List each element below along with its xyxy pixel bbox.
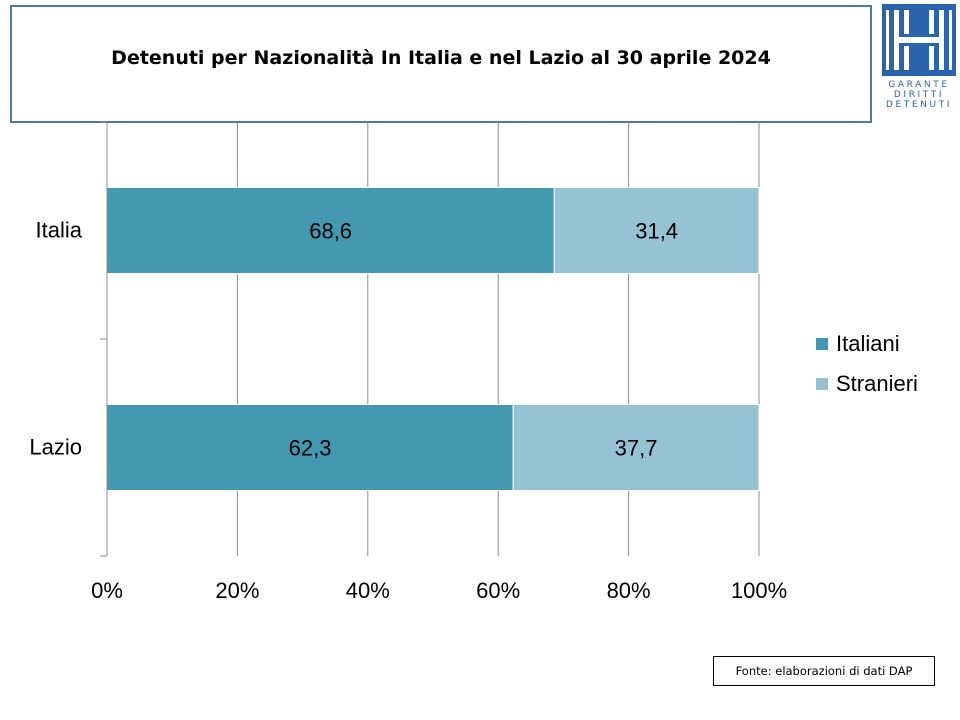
y-category-label: Italia [36, 218, 83, 243]
legend-label-stranieri: Stranieri [836, 371, 918, 396]
bar-stranieri-lazio [512, 404, 760, 491]
stacked-bar-chart: 0% 20% 40% 60% 80% 100% 68,6 31,4 Italia 62,3 37,7… [29, 121, 787, 603]
legend-item-italiani: Italiani [816, 324, 918, 364]
x-tick-label: 0% [91, 578, 123, 603]
logo-line-1: GARANTE [888, 80, 950, 90]
chart-title: Detenuti per Nazionalità In Italia e nel… [111, 47, 771, 69]
logo-line-2: DIRITTI [893, 90, 945, 100]
x-tick-label: 80% [607, 578, 651, 603]
data-label: 37,7 [615, 436, 658, 461]
x-tick-label: 20% [215, 578, 259, 603]
title-box: Detenuti per Nazionalità In Italia e nel… [10, 5, 872, 123]
legend-item-stranieri: Stranieri [816, 364, 918, 404]
legend-swatch-italiani [816, 338, 828, 350]
garante-logo-icon [882, 4, 956, 76]
chart-legend: Italiani Stranieri [816, 324, 918, 404]
data-label: 62,3 [289, 436, 332, 461]
data-label: 31,4 [635, 219, 678, 244]
logo-line-3: DETENUTI [885, 100, 953, 110]
x-tick-label: 40% [346, 578, 390, 603]
bar-italiani-italia [106, 187, 555, 274]
x-tick-label: 100% [731, 578, 787, 603]
data-label: 68,6 [309, 219, 352, 244]
legend-swatch-stranieri [816, 378, 828, 390]
bar-stranieri-italia [553, 187, 760, 274]
garante-logo: GARANTE DIRITTI DETENUTI [880, 4, 958, 110]
bar-italiani-lazio [106, 404, 514, 491]
source-text: Fonte: elaborazioni di dati DAP [735, 664, 913, 678]
legend-label-italiani: Italiani [836, 331, 900, 356]
y-category-label: Lazio [29, 435, 82, 460]
source-note: Fonte: elaborazioni di dati DAP [713, 656, 935, 686]
x-tick-label: 60% [476, 578, 520, 603]
